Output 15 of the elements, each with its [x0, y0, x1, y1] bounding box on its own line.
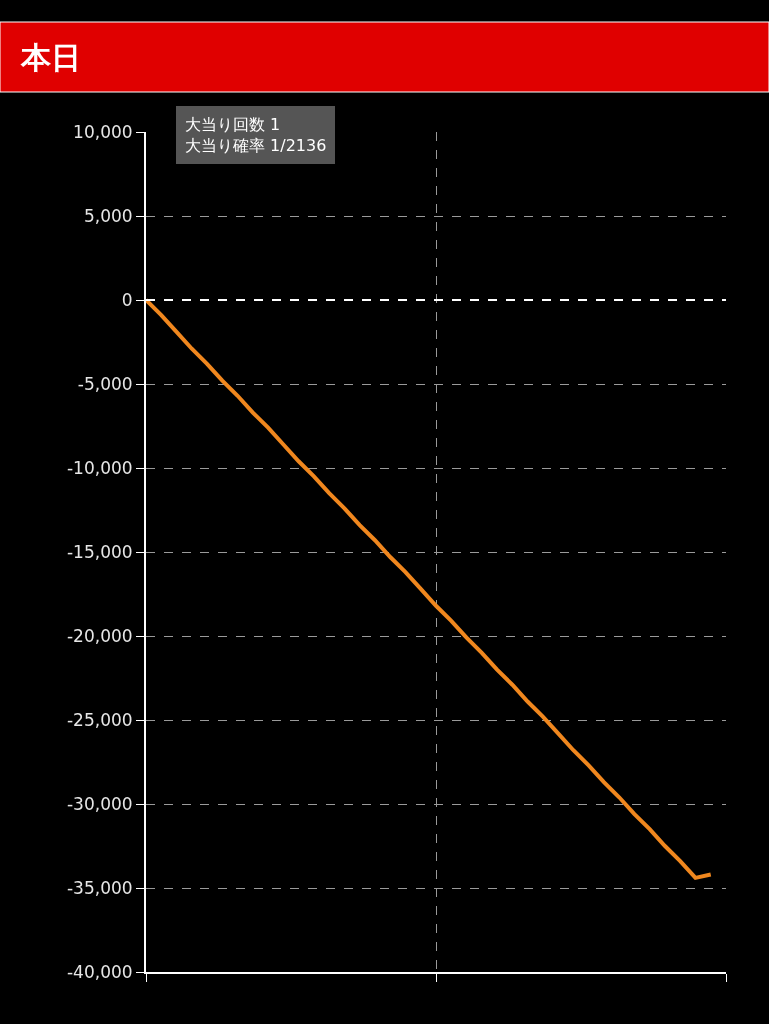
y-tick-label: -30,000 [66, 793, 133, 814]
y-tick-label: 10,000 [73, 121, 133, 142]
y-tick-label: -15,000 [66, 541, 133, 562]
y-tick-label: 5,000 [83, 205, 133, 226]
annotation: 大当り確率 1/2136 [185, 135, 327, 155]
y-tick-label: -35,000 [66, 877, 133, 898]
y-tick-label: -25,000 [66, 709, 133, 730]
annotation: 大当り回数 1 [185, 115, 281, 134]
line-series [146, 298, 713, 880]
chart-title: 本日 [20, 40, 81, 75]
y-tick-label: -10,000 [66, 457, 133, 478]
y-tick-label: 0 [121, 289, 133, 310]
y-tick-label: -5,000 [77, 373, 133, 394]
y-tick-label: -20,000 [66, 625, 133, 646]
y-tick-label: -40,000 [66, 961, 133, 982]
